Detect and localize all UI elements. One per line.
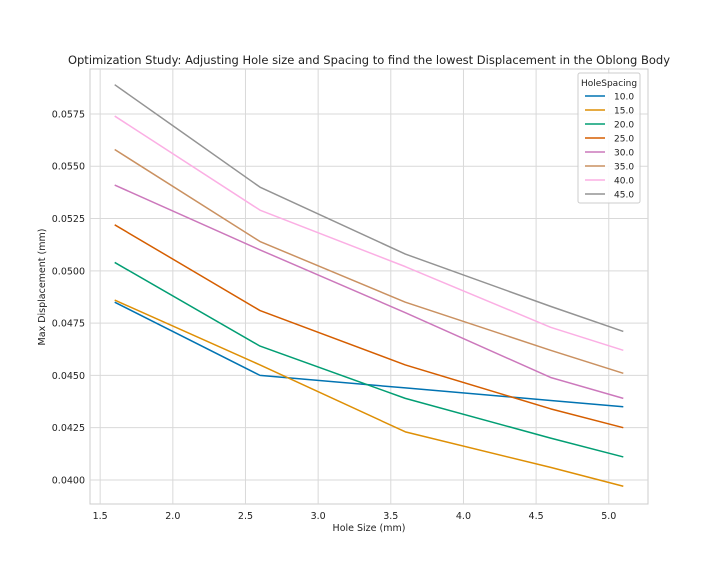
series-line-30.0 xyxy=(114,184,624,400)
x-tick-label: 4.0 xyxy=(456,511,471,522)
y-tick-labels: 0.0400 0.0425 0.0450 0.0475 0.0500 0.0525 0.05… xyxy=(52,109,85,486)
legend-items: 10.0 15.0 20.0 25.0 30.0 35.0 40.0 45.0 xyxy=(585,93,634,201)
series-line-10.0 xyxy=(114,301,624,408)
legend-label: 40.0 xyxy=(614,177,634,187)
x-tick-label: 2.0 xyxy=(165,511,180,522)
legend-label: 30.0 xyxy=(614,149,634,159)
series-line-15.0 xyxy=(114,299,624,487)
y-tick-label: 0.0550 xyxy=(52,162,85,173)
grid xyxy=(90,69,648,504)
y-tick-label: 0.0400 xyxy=(52,475,85,486)
y-tick-label: 0.0500 xyxy=(52,266,85,277)
legend: HoleSpacing 10.0 15.0 20.0 25.0 30.0 35.0 40.0… xyxy=(577,72,641,204)
y-tick-label: 0.0425 xyxy=(52,423,85,434)
legend-label: 20.0 xyxy=(614,121,634,131)
x-tick-label: 1.5 xyxy=(93,511,108,522)
legend-title: HoleSpacing xyxy=(581,79,637,89)
y-tick-label: 0.0525 xyxy=(52,214,85,225)
chart-title: Optimization Study: Adjusting Hole size … xyxy=(68,53,670,67)
y-axis-label: Max Displacement (mm) xyxy=(37,229,48,346)
series-lines xyxy=(114,84,624,487)
x-tick-labels: 1.5 2.0 2.5 3.0 3.5 4.0 4.5 5.0 xyxy=(93,511,617,522)
x-tick-label: 4.5 xyxy=(529,511,544,522)
series-line-25.0 xyxy=(114,224,624,429)
legend-box xyxy=(577,72,641,204)
series-line-35.0 xyxy=(114,148,624,375)
x-tick-label: 2.5 xyxy=(238,511,253,522)
legend-label: 25.0 xyxy=(614,135,634,145)
y-tick-label: 0.0450 xyxy=(52,371,85,382)
x-tick-label: 3.5 xyxy=(383,511,398,522)
legend-label: 35.0 xyxy=(614,163,634,173)
series-line-40.0 xyxy=(114,115,624,352)
x-tick-label: 5.0 xyxy=(601,511,616,522)
y-tick-label: 0.0475 xyxy=(52,319,85,330)
x-tick-label: 3.0 xyxy=(311,511,326,522)
series-line-20.0 xyxy=(114,261,624,458)
x-axis-label: Hole Size (mm) xyxy=(333,523,406,534)
y-tick-label: 0.0575 xyxy=(52,109,85,120)
legend-label: 15.0 xyxy=(614,107,634,117)
legend-label: 10.0 xyxy=(614,93,634,103)
series-line-45.0 xyxy=(114,84,624,333)
legend-label: 45.0 xyxy=(614,191,634,201)
